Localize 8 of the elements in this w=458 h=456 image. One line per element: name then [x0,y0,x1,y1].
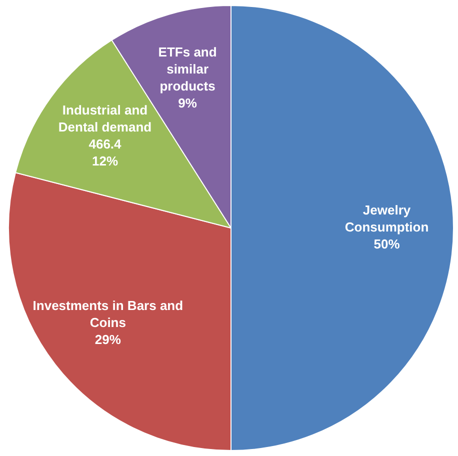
slice-label: Jewelry Consumption [344,202,429,235]
data-label: 9% [178,96,198,111]
data-label: 466.4 12% [88,136,122,169]
data-label: 50% [374,236,400,252]
data-label: 29% [94,332,122,348]
slice-label: ETFs and similar products [158,44,217,94]
slice-label: Industrial and Dental demand [58,102,152,135]
slice-label: Investments in Bars and Coins [32,298,184,330]
